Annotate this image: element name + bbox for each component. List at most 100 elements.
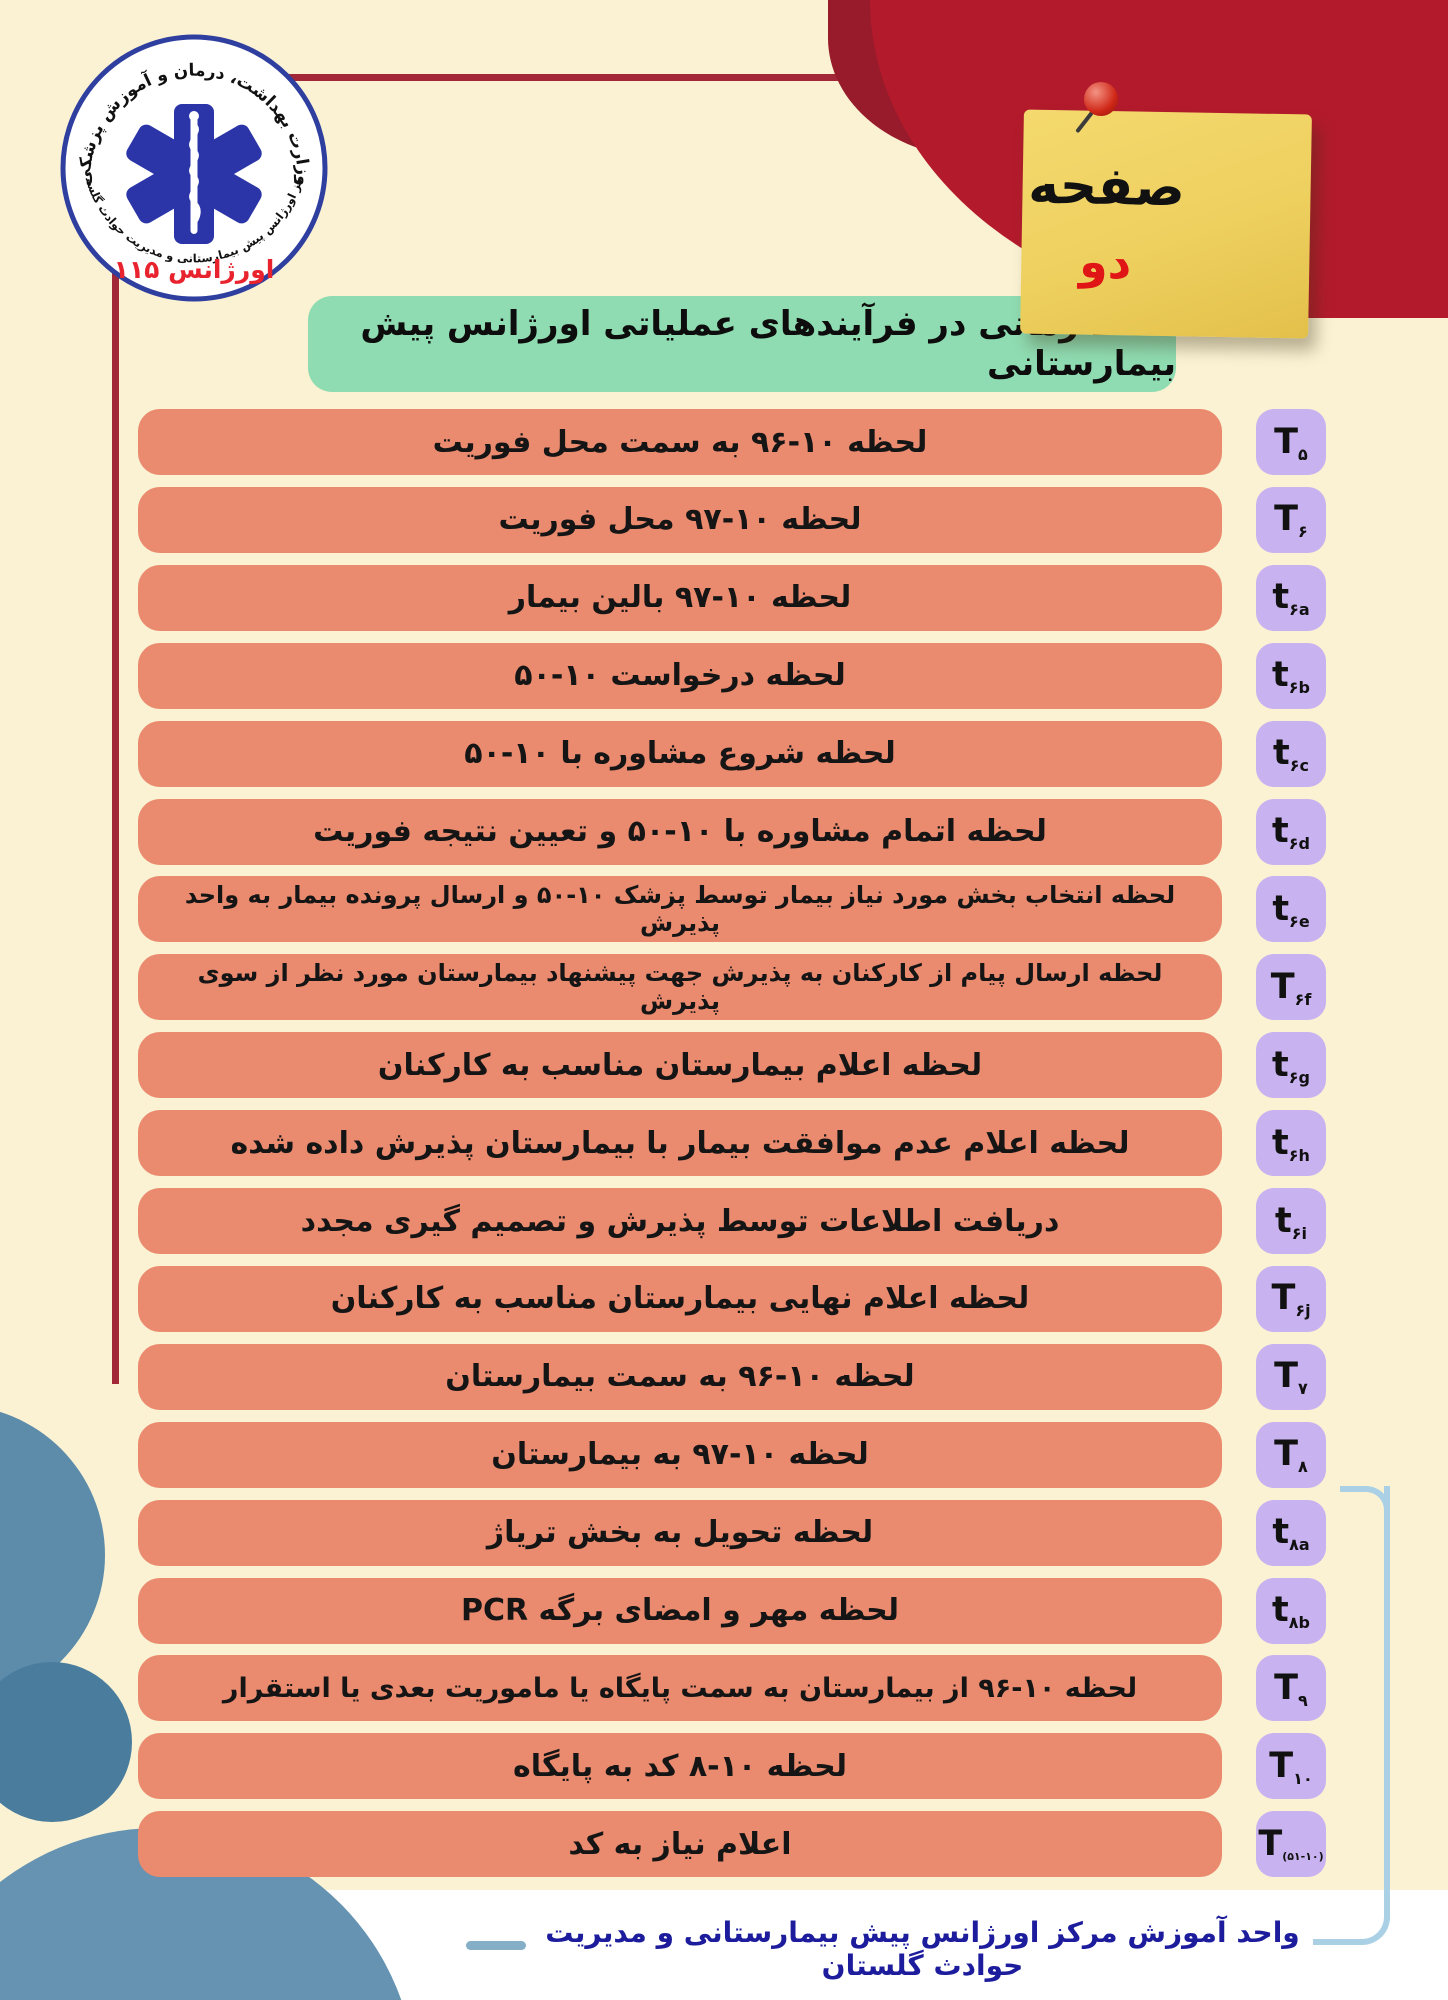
time-point-badge: T ۶f [1256, 954, 1326, 1021]
process-step-label: لحظه تحویل به بخش تریاژ [486, 1515, 874, 1551]
time-symbol-subscript: ۱۰ [1293, 1768, 1313, 1788]
time-symbol: t [1275, 1200, 1292, 1241]
process-step-row: اعلام نیاز به کد [138, 1811, 1222, 1878]
time-symbol-subscript: ۶d [1288, 834, 1310, 853]
time-point-badge: t ۶b [1256, 642, 1326, 709]
time-symbol-subscript: ۶b [1288, 678, 1310, 698]
time-symbol-subscript: ۶j [1295, 1301, 1311, 1321]
time-point-badge: T ۶j [1256, 1265, 1326, 1332]
light-blue-frame-cap [1340, 1486, 1390, 1528]
process-step-label: لحظه درخواست ۱۰-۵۰ [514, 658, 846, 694]
process-step-label: لحظه ۱۰-۹۷ به بیمارستان [491, 1437, 869, 1473]
time-symbol: T [1269, 1745, 1294, 1786]
time-symbol: T [1274, 499, 1299, 540]
time-symbol: T [1274, 1667, 1299, 1708]
time-symbol-subscript: (۵۱-۱۰) [1282, 1849, 1324, 1863]
process-step-row: لحظه مهر و امضای برگه PCR [138, 1577, 1222, 1644]
process-step-label: لحظه مهر و امضای برگه PCR [460, 1593, 900, 1628]
time-symbol: t [1273, 733, 1290, 774]
process-step-label: لحظه اعلام عدم موافقت بیمار با بیمارستان… [230, 1125, 1130, 1161]
process-step-label: لحظه ارسال پیام از کارکنان به پذیرش جهت … [197, 959, 1163, 1016]
process-step-row: لحظه اعلام عدم موافقت بیمار با بیمارستان… [138, 1110, 1222, 1177]
process-step-row: لحظه ارسال پیام از کارکنان به پذیرش جهت … [138, 954, 1222, 1021]
time-point-badge: T (۵۱-۱۰) [1256, 1811, 1326, 1878]
ems-logo: وزارت بهداشت، درمان و آموزش پزشکی مرکز ا… [58, 32, 328, 302]
note-page-number: دو [1078, 234, 1132, 290]
time-symbol: t [1272, 1590, 1289, 1630]
process-step-label: لحظه ۱۰-۸ کد به پایگاه [513, 1748, 847, 1784]
time-point-badge: T ۱۰ [1256, 1733, 1326, 1800]
time-symbol: t [1272, 1512, 1290, 1553]
process-step-row: لحظه ۱۰-۹۷ بالین بیمار [138, 564, 1222, 631]
process-step-row: لحظه انتخاب بخش مورد نیاز بیمار توسط پزش… [138, 876, 1222, 943]
process-step-label: لحظه شروع مشاوره با ۱۰-۵۰ [464, 736, 896, 772]
process-step-row: لحظه ۱۰-۹۶ از بیمارستان به سمت پایگاه یا… [138, 1655, 1222, 1722]
time-symbol-subscript: ۶i [1291, 1223, 1307, 1243]
time-symbol-subscript: ۸ [1298, 1457, 1308, 1477]
time-symbol: T [1274, 421, 1299, 462]
process-step-row: لحظه اعلام نهایی بیمارستان مناسب به کارک… [138, 1265, 1222, 1332]
time-symbol: T [1274, 1434, 1299, 1475]
process-step-row: لحظه تحویل به بخش تریاژ [138, 1499, 1222, 1566]
time-symbol: t [1272, 888, 1290, 929]
process-step-row: لحظه ۱۰-۹۶ به سمت بیمارستان [138, 1343, 1222, 1410]
time-point-badge: t ۸a [1256, 1499, 1326, 1566]
footer-divider-left [466, 1941, 526, 1950]
time-point-badge: t ۶h [1256, 1110, 1326, 1177]
time-symbol-subscript: ۶g [1288, 1067, 1310, 1087]
time-point-badge: t ۶a [1256, 564, 1326, 631]
process-step-row: لحظه ۱۰-۸ کد به پایگاه [138, 1733, 1222, 1800]
time-symbol-subscript: ۹ [1298, 1690, 1308, 1710]
time-symbol-subscript: ۷ [1298, 1379, 1308, 1399]
time-point-badge: t ۶i [1256, 1188, 1326, 1254]
time-symbol-subscript: ۶h [1288, 1145, 1310, 1165]
process-step-label: لحظه ۱۰-۹۶ به سمت محل فوریت [432, 424, 928, 460]
process-step-row: لحظه ۱۰-۹۷ محل فوریت [138, 486, 1222, 553]
star-of-life-icon [126, 104, 262, 244]
footer-credit: واحد آموزش مرکز اورژانس پیش بیمارستانی و… [545, 1916, 1300, 1982]
light-blue-frame [1313, 1486, 1390, 1945]
sticky-note: صفحه دو [1020, 109, 1312, 339]
red-frame-line [112, 74, 1142, 1384]
process-step-row: لحظه درخواست ۱۰-۵۰ [138, 642, 1222, 709]
process-step-label: لحظه ۱۰-۹۶ به سمت بیمارستان [445, 1359, 915, 1395]
process-step-label: لحظه ۱۰-۹۶ از بیمارستان به سمت پایگاه یا… [222, 1672, 1138, 1704]
process-step-row: لحظه اعلام بیمارستان مناسب به کارکنان [138, 1032, 1222, 1099]
time-symbol-subscript: ۶f [1294, 989, 1312, 1009]
time-symbol-subscript: ۶c [1289, 756, 1309, 776]
time-symbol-subscript: ۵ [1298, 444, 1308, 464]
process-step-label: لحظه ۱۰-۹۷ محل فوریت [498, 502, 862, 538]
process-step-label: لحظه انتخاب بخش مورد نیاز بیمار توسط پزش… [184, 881, 1176, 938]
time-symbol-subscript: ۸b [1288, 1613, 1310, 1632]
process-step-label: لحظه اعلام نهایی بیمارستان مناسب به کارک… [330, 1281, 1030, 1317]
time-symbol: T [1274, 1356, 1299, 1397]
time-symbol: T [1258, 1823, 1283, 1864]
time-symbol: t [1272, 577, 1290, 618]
time-symbol-subscript: ۶ [1298, 522, 1308, 542]
time-symbol: t [1272, 655, 1289, 696]
process-step-label: لحظه اعلام بیمارستان مناسب به کارکنان [377, 1047, 983, 1083]
process-step-label: لحظه ۱۰-۹۷ بالین بیمار [508, 580, 852, 616]
decor-circle-sliver [0, 1405, 105, 1705]
time-symbol: t [1272, 811, 1289, 851]
time-symbol-subscript: ۸a [1289, 1535, 1310, 1555]
process-step-label: اعلام نیاز به کد [568, 1826, 792, 1862]
process-step-row: دریافت اطلاعات توسط پذیرش و تصمیم گیری م… [138, 1188, 1222, 1254]
time-symbol-subscript: ۶e [1289, 911, 1310, 931]
time-symbol: T [1271, 1278, 1296, 1319]
time-point-badge: t ۶c [1256, 720, 1326, 787]
process-step-row: لحظه اتمام مشاوره با ۱۰-۵۰ و تعیین نتیجه… [138, 798, 1222, 865]
time-symbol-subscript: ۶a [1289, 600, 1310, 620]
decor-circle-small [0, 1662, 132, 1822]
push-pin-icon [1084, 82, 1118, 116]
time-symbol: t [1272, 1044, 1289, 1085]
process-step-row: لحظه ۱۰-۹۷ به بیمارستان [138, 1421, 1222, 1488]
time-point-badge: t ۶e [1256, 876, 1326, 943]
time-symbol: t [1272, 1122, 1289, 1163]
time-symbol: T [1270, 966, 1295, 1007]
time-point-badge: t ۶g [1256, 1032, 1326, 1099]
